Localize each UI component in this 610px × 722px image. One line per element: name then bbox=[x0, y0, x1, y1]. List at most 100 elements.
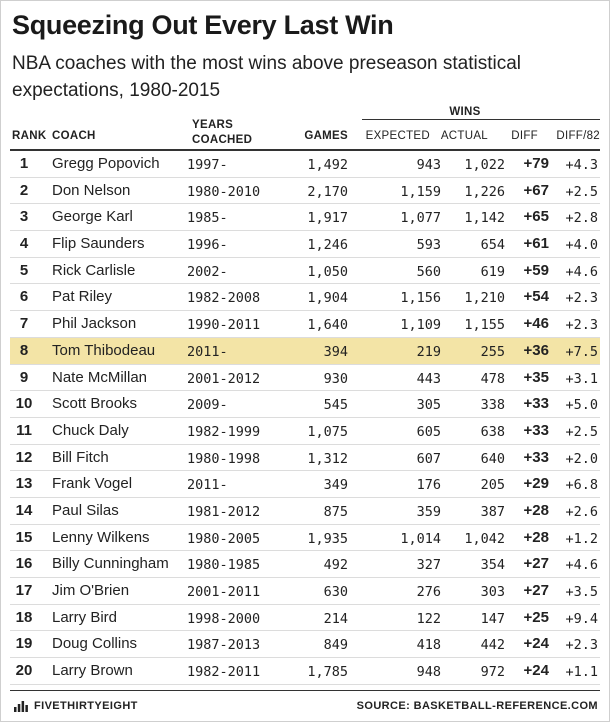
chart-title: Squeezing Out Every Last Win bbox=[12, 10, 394, 40]
actual-wins-cell: 147 bbox=[480, 610, 505, 627]
diff-cell: +65 bbox=[523, 208, 549, 226]
coach-cell: Paul Silas bbox=[52, 501, 119, 519]
games-cell: 394 bbox=[323, 343, 348, 360]
years-cell: 2001-2011 bbox=[187, 584, 261, 600]
rank-cell: 10 bbox=[15, 395, 33, 413]
coach-cell: Scott Brooks bbox=[52, 395, 138, 413]
years-cell: 1996- bbox=[187, 237, 228, 254]
diff-cell: +67 bbox=[523, 181, 549, 199]
coach-cell: Pat Riley bbox=[52, 288, 113, 306]
table-row: 14 Paul Silas 1981-2012 875 359 387 +28 +2.6 bbox=[10, 498, 600, 525]
actual-wins-cell: 972 bbox=[480, 664, 505, 681]
wins-group-header: WINS bbox=[449, 106, 481, 118]
games-cell: 214 bbox=[323, 610, 348, 627]
actual-wins-cell: 387 bbox=[480, 503, 505, 520]
header-diff82: DIFF/82 bbox=[556, 130, 600, 142]
years-cell: 2011- bbox=[187, 343, 228, 360]
diff82-cell: +4.0 bbox=[565, 237, 598, 254]
actual-wins-cell: 1,226 bbox=[464, 183, 505, 200]
diff82-cell: +1.2 bbox=[565, 530, 598, 547]
diff82-cell: +4.6 bbox=[565, 557, 598, 574]
diff82-cell: +2.5 bbox=[565, 183, 598, 200]
actual-wins-cell: 654 bbox=[480, 237, 505, 254]
diff-cell: +28 bbox=[523, 528, 549, 546]
diff82-cell: +2.3 bbox=[565, 637, 598, 654]
years-cell: 1990-2011 bbox=[187, 317, 261, 334]
games-cell: 930 bbox=[323, 370, 348, 387]
table-row: 2 Don Nelson 1980-2010 2,170 1,159 1,226 +67 +2… bbox=[10, 178, 600, 205]
rank-cell: 13 bbox=[15, 475, 33, 493]
source-note: SOURCE: BASKETBALL-REFERENCE.COM bbox=[356, 700, 598, 712]
expected-wins-cell: 305 bbox=[416, 397, 441, 414]
expected-wins-cell: 943 bbox=[416, 157, 441, 173]
coach-cell: Gregg Popovich bbox=[52, 155, 160, 172]
header-coach: COACH bbox=[52, 130, 96, 142]
years-cell: 1981-2012 bbox=[187, 503, 261, 520]
diff-cell: +24 bbox=[523, 635, 549, 653]
table-row: 8 Tom Thibodeau 2011- 394 219 255 +36 +7.5 bbox=[10, 337, 600, 365]
rank-cell: 4 bbox=[19, 235, 29, 253]
table-row: 19 Doug Collins 1987-2013 849 418 442 +24 +2.3 bbox=[10, 631, 600, 659]
diff82-cell: +1.1 bbox=[565, 664, 598, 681]
years-cell: 1980-1998 bbox=[187, 450, 261, 467]
actual-wins-cell: 638 bbox=[480, 423, 505, 440]
coaches-table: 1 Gregg Popovich 1997- 1,492 943 1,022 +79 +4.3… bbox=[10, 151, 600, 685]
coach-cell: Lenny Wilkens bbox=[52, 528, 150, 546]
expected-wins-cell: 593 bbox=[416, 237, 441, 254]
expected-wins-cell: 1,077 bbox=[400, 210, 441, 227]
coach-cell: George Karl bbox=[52, 208, 133, 226]
games-cell: 1,935 bbox=[307, 530, 348, 547]
games-cell: 875 bbox=[323, 503, 348, 520]
coach-cell: Phil Jackson bbox=[52, 315, 137, 333]
rank-cell: 20 bbox=[15, 662, 33, 680]
actual-wins-cell: 1,142 bbox=[464, 210, 505, 227]
diff-cell: +33 bbox=[523, 421, 549, 439]
expected-wins-cell: 276 bbox=[416, 584, 441, 600]
years-cell: 1982-1999 bbox=[187, 423, 261, 440]
diff-cell: +29 bbox=[523, 475, 549, 493]
actual-wins-cell: 303 bbox=[480, 584, 505, 600]
diff-cell: +28 bbox=[523, 501, 549, 519]
rank-cell: 12 bbox=[15, 448, 33, 466]
brand-name: FIVETHIRTYEIGHT bbox=[34, 700, 138, 712]
rank-cell: 3 bbox=[19, 208, 29, 226]
coach-cell: Bill Fitch bbox=[52, 448, 109, 466]
actual-wins-cell: 1,042 bbox=[464, 530, 505, 547]
actual-wins-cell: 1,022 bbox=[464, 157, 505, 173]
chart-subtitle: NBA coaches with the most wins above pre… bbox=[12, 53, 522, 101]
header-rule bbox=[10, 149, 600, 151]
diff-cell: +25 bbox=[523, 608, 549, 626]
rank-cell: 16 bbox=[15, 555, 33, 573]
header-rank: RANK bbox=[12, 130, 47, 142]
years-cell: 1982-2008 bbox=[187, 290, 261, 307]
rank-cell: 15 bbox=[15, 528, 33, 546]
diff82-cell: +6.8 bbox=[565, 477, 598, 494]
years-cell: 1980-1985 bbox=[187, 557, 261, 574]
expected-wins-cell: 443 bbox=[416, 370, 441, 387]
years-cell: 2009- bbox=[187, 397, 228, 414]
coach-cell: Frank Vogel bbox=[52, 475, 133, 493]
actual-wins-cell: 205 bbox=[480, 477, 505, 494]
table-row: 7 Phil Jackson 1990-2011 1,640 1,109 1,155 +46… bbox=[10, 311, 600, 338]
header-actual: ACTUAL bbox=[440, 130, 488, 142]
diff82-cell: +2.3 bbox=[565, 317, 598, 334]
diff82-cell: +2.0 bbox=[565, 450, 598, 467]
years-cell: 1985- bbox=[187, 210, 228, 227]
rank-cell: 11 bbox=[16, 421, 32, 439]
expected-wins-cell: 607 bbox=[416, 450, 441, 467]
expected-wins-cell: 605 bbox=[416, 423, 441, 440]
diff82-cell: +4.3 bbox=[565, 157, 598, 173]
rank-cell: 17 bbox=[15, 582, 33, 599]
footer-rule bbox=[10, 690, 600, 691]
diff-cell: +59 bbox=[523, 261, 549, 279]
header-games: GAMES bbox=[304, 130, 348, 142]
coach-cell: Don Nelson bbox=[52, 181, 131, 199]
actual-wins-cell: 255 bbox=[480, 343, 505, 360]
coach-cell: Flip Saunders bbox=[52, 235, 145, 253]
actual-wins-cell: 338 bbox=[480, 397, 505, 414]
games-cell: 1,050 bbox=[307, 263, 348, 280]
coach-cell: Larry Brown bbox=[52, 662, 133, 680]
expected-wins-cell: 219 bbox=[416, 343, 441, 360]
rank-cell: 6 bbox=[19, 288, 29, 306]
table-row: 18 Larry Bird 1998-2000 214 122 147 +25 +9.4 bbox=[10, 605, 600, 632]
